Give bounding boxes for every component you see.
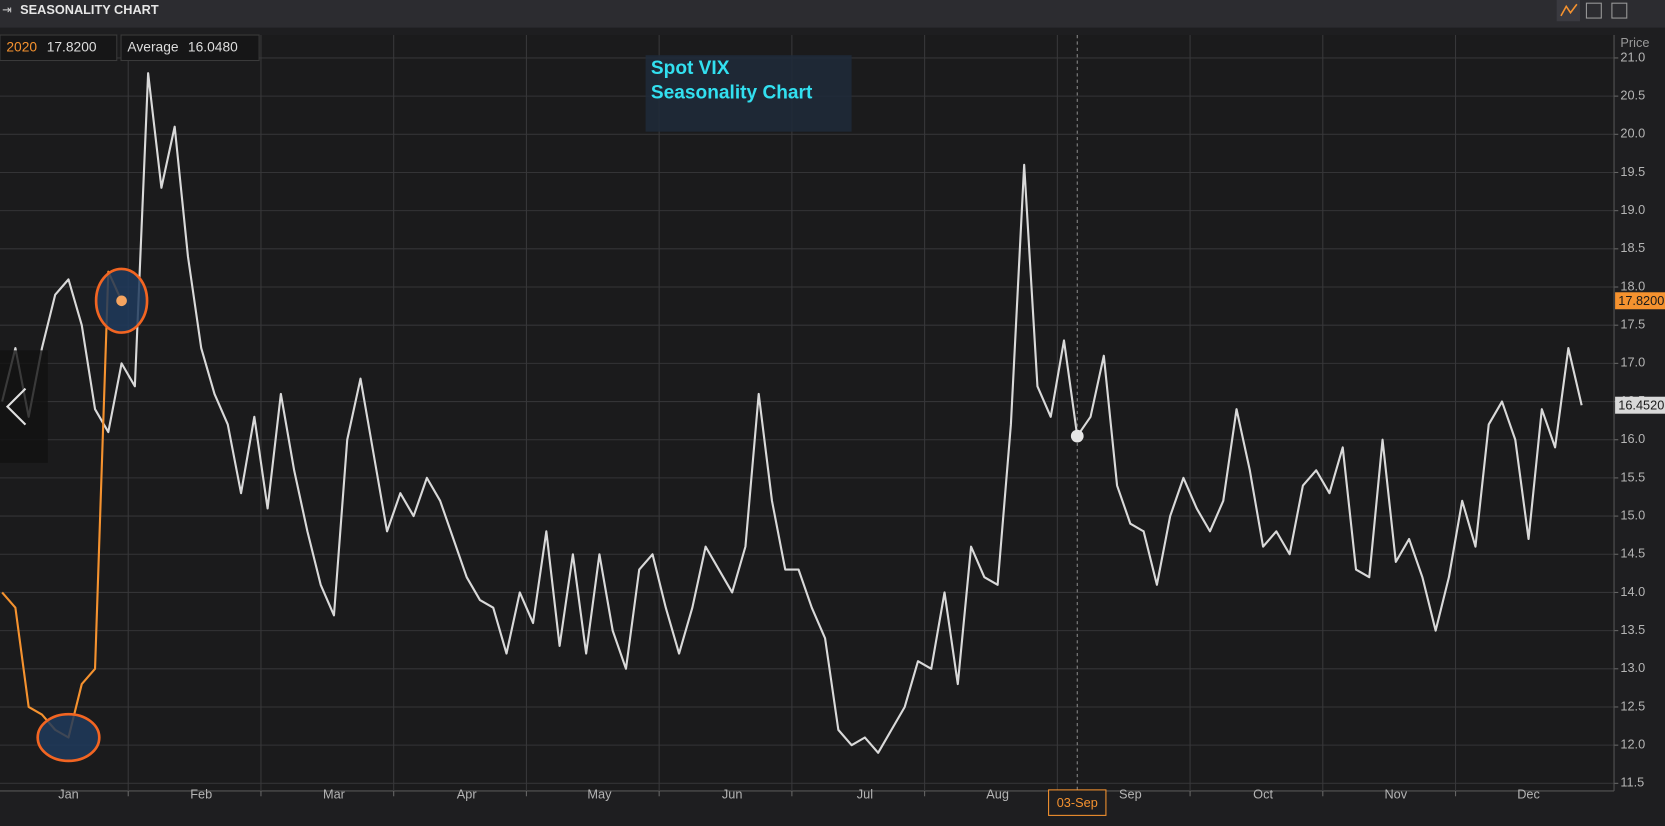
series-line bbox=[1, 72, 1583, 754]
y-axis-label: Price bbox=[1620, 35, 1649, 50]
y-tick-label: 12.5 bbox=[1620, 698, 1645, 713]
y-tick-label: 15.0 bbox=[1620, 507, 1645, 522]
plot-area bbox=[0, 35, 1615, 791]
y-tick-label: 12.0 bbox=[1620, 737, 1645, 752]
crosshair-point bbox=[1070, 429, 1084, 443]
y-tick-label: 16.0 bbox=[1620, 431, 1645, 446]
y-tick-label: 21.0 bbox=[1620, 49, 1645, 64]
legend-item bbox=[120, 34, 260, 62]
window-title: SEASONALITY CHART bbox=[20, 2, 159, 17]
crosshair-label: 03-Sep bbox=[1057, 795, 1098, 810]
y-tick-label: 13.0 bbox=[1620, 660, 1645, 675]
y-tick-label: 17.5 bbox=[1620, 317, 1645, 332]
x-tick-label: Dec bbox=[1517, 787, 1540, 802]
legend-name: 2020 bbox=[6, 39, 37, 54]
y-tick-label: 14.5 bbox=[1620, 546, 1645, 561]
legend-value: 17.8200 bbox=[47, 39, 97, 54]
y-tick-label: 15.5 bbox=[1620, 469, 1645, 484]
price-tag-label: 17.8200 bbox=[1618, 293, 1664, 308]
legend-item bbox=[0, 34, 118, 62]
x-tick-label: Feb bbox=[190, 787, 212, 802]
previous-arrow bbox=[5, 387, 27, 426]
price-tag-label: 16.4520 bbox=[1618, 398, 1664, 413]
annotation-title: Spot VIX bbox=[651, 58, 730, 79]
x-tick-label: Jan bbox=[58, 787, 79, 802]
y-tick-label: 11.5 bbox=[1620, 775, 1644, 790]
x-tick-label: Aug bbox=[986, 787, 1009, 802]
price-tag bbox=[1615, 396, 1665, 414]
y-tick-label: 20.0 bbox=[1620, 126, 1645, 141]
x-tick-label: Sep bbox=[1119, 787, 1142, 802]
y-tick-label: 18.5 bbox=[1620, 240, 1645, 255]
y-tick-label: 13.5 bbox=[1620, 622, 1645, 637]
title-bar bbox=[0, 0, 1665, 28]
y-tick-label: 19.0 bbox=[1620, 202, 1645, 217]
marks bbox=[1, 35, 1583, 791]
crosshair-label-box bbox=[1048, 789, 1107, 816]
y-tick-label: 17.0 bbox=[1620, 355, 1645, 370]
y-tick-label: 18.0 bbox=[1620, 278, 1645, 293]
grid-button[interactable] bbox=[1611, 2, 1628, 19]
x-tick-label: Jul bbox=[857, 787, 873, 802]
line-icon bbox=[1560, 3, 1578, 17]
point-marker bbox=[116, 295, 127, 307]
y-tick-label: 14.0 bbox=[1620, 584, 1645, 599]
x-tick-label: Jun bbox=[722, 787, 743, 802]
price-tag bbox=[1615, 292, 1665, 310]
legend-value: 16.0480 bbox=[188, 39, 238, 54]
x-tick-label: Nov bbox=[1384, 787, 1407, 802]
y-tick-label: 20.5 bbox=[1620, 87, 1645, 102]
table-chart-button[interactable] bbox=[1585, 2, 1602, 19]
x-tick-label: Apr bbox=[457, 787, 478, 802]
legend-name: Average bbox=[127, 39, 178, 54]
annotation-subtitle: Seasonality Chart bbox=[651, 82, 813, 103]
highlight-ring bbox=[36, 712, 101, 763]
annotation-box bbox=[645, 55, 852, 132]
x-tick-label: Oct bbox=[1253, 787, 1273, 802]
x-tick-label: Mar bbox=[323, 787, 346, 802]
x-tick-label: May bbox=[587, 787, 612, 802]
title-icon: ⇥ bbox=[2, 4, 12, 17]
y-tick-label: 19.5 bbox=[1620, 164, 1645, 179]
